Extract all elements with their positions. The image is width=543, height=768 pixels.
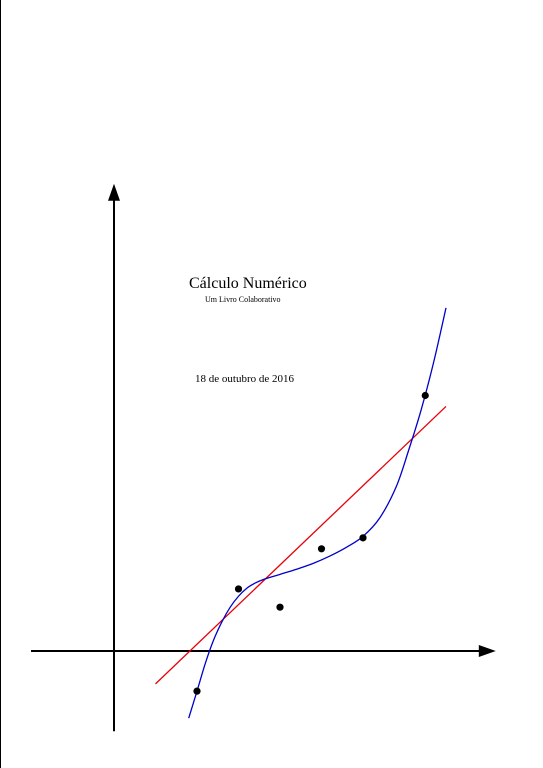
x-axis-arrowhead — [478, 645, 496, 657]
data-point-3 — [276, 603, 284, 611]
book-subtitle: Um Livro Colaborativo — [205, 295, 281, 304]
interpolation-curve-group — [188, 307, 447, 719]
data-points — [193, 391, 429, 695]
data-point-1 — [193, 687, 201, 695]
y-axis-arrowhead — [108, 183, 120, 201]
regression-line — [155, 405, 447, 685]
data-point-4 — [317, 545, 326, 553]
data-point-6 — [421, 391, 429, 400]
regression-line-group — [155, 405, 447, 685]
data-point-5 — [359, 534, 367, 542]
data-point-2 — [234, 585, 243, 593]
axes — [31, 183, 496, 732]
publication-date: 18 de outubro de 2016 — [195, 373, 294, 385]
interpolation-curve — [188, 307, 447, 719]
book-title: Cálculo Numérico — [189, 275, 307, 292]
